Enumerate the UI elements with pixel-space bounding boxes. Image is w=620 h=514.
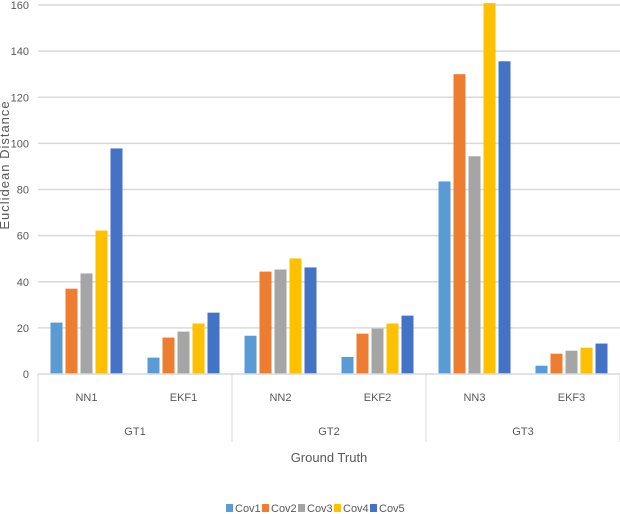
bar-cov4-nn1 [95,230,108,374]
bar-cov3-nn2 [274,269,287,374]
legend-swatch [226,504,233,512]
bar-cov4-ekf1 [192,323,205,374]
bar-cov4-ekf3 [580,347,593,374]
bar-cov1-ekf2 [341,356,354,374]
y-tick-label: 120 [11,92,29,104]
x-tick-label: EKF2 [364,392,392,404]
legend-label: Cov2 [271,503,297,514]
bar-cov3-ekf1 [177,331,190,374]
bar-cov2-ekf2 [356,333,369,374]
bar-cov4-nn2 [289,258,302,374]
legend-item-cov5: Cov5 [370,503,405,514]
bar-cov1-nn1 [50,322,63,374]
bar-cov5-ekf2 [401,315,414,374]
bar-cov3-ekf3 [565,350,578,374]
legend-label: Cov3 [307,503,333,514]
y-tick-label: 140 [11,46,29,58]
bar-cov2-nn1 [65,288,78,374]
y-tick-label: 40 [17,277,29,289]
x-axis-title: Ground Truth [291,450,368,465]
legend-item-cov4: Cov4 [334,503,369,514]
x-tick-label: NN2 [269,392,291,404]
legend-item-cov3: Cov3 [298,503,333,514]
bar-cov1-nn2 [244,335,257,374]
y-tick-label: 160 [11,0,29,12]
legend-item-cov1: Cov1 [226,503,261,514]
bar-cov1-ekf1 [147,357,160,374]
bar-cov5-ekf1 [207,312,220,374]
bar-cov3-nn3 [468,156,481,374]
bar-cov2-nn3 [453,74,466,374]
bars [50,3,608,375]
legend-item-cov2: Cov2 [262,503,297,514]
bar-cov3-ekf2 [371,328,384,374]
legend-label: Cov5 [379,503,405,514]
legend-swatch [334,504,341,512]
bar-cov4-nn3 [483,3,496,375]
gridlines [38,4,620,329]
bar-cov5-nn2 [304,267,317,374]
bar-cov1-nn3 [438,181,451,374]
x-tick-label: NN1 [75,392,97,404]
bar-cov2-ekf1 [162,337,175,374]
y-axis-title: Euclidean Distance [0,100,12,229]
legend-swatch [298,504,305,512]
bar-cov5-nn1 [110,148,123,374]
group-label: GT1 [124,426,145,438]
group-label: GT2 [318,426,339,438]
y-tick-label: 20 [17,323,29,335]
bar-cov5-ekf3 [595,343,608,374]
bar-cov2-nn2 [259,271,272,374]
bar-cov5-nn3 [498,61,511,375]
legend-label: Cov1 [235,503,261,514]
y-tick-label: 0 [23,369,29,381]
y-tick-label: 100 [11,138,29,150]
legend-swatch [370,504,377,512]
legend-label: Cov4 [343,503,369,514]
x-tick-label: EKF1 [170,392,198,404]
x-tick-label: EKF3 [558,392,586,404]
y-axis-ticks: 0 20 40 60 80 100 120 140 160 [11,0,29,381]
x-axis: NN1 EKF1 GT1 NN2 EKF2 GT2 NN3 EKF3 GT3 [37,373,620,442]
legend: Cov1 Cov2 Cov3 Cov4 Cov5 [226,503,405,514]
group-label: GT3 [512,426,533,438]
bar-cov4-ekf2 [386,323,399,374]
bar-cov1-ekf3 [535,365,548,374]
y-tick-label: 80 [17,185,29,197]
bar-cov3-nn1 [80,273,93,374]
x-tick-label: NN3 [463,392,485,404]
legend-swatch [262,504,269,512]
y-tick-label: 60 [17,231,29,243]
bar-cov2-ekf3 [550,353,563,374]
